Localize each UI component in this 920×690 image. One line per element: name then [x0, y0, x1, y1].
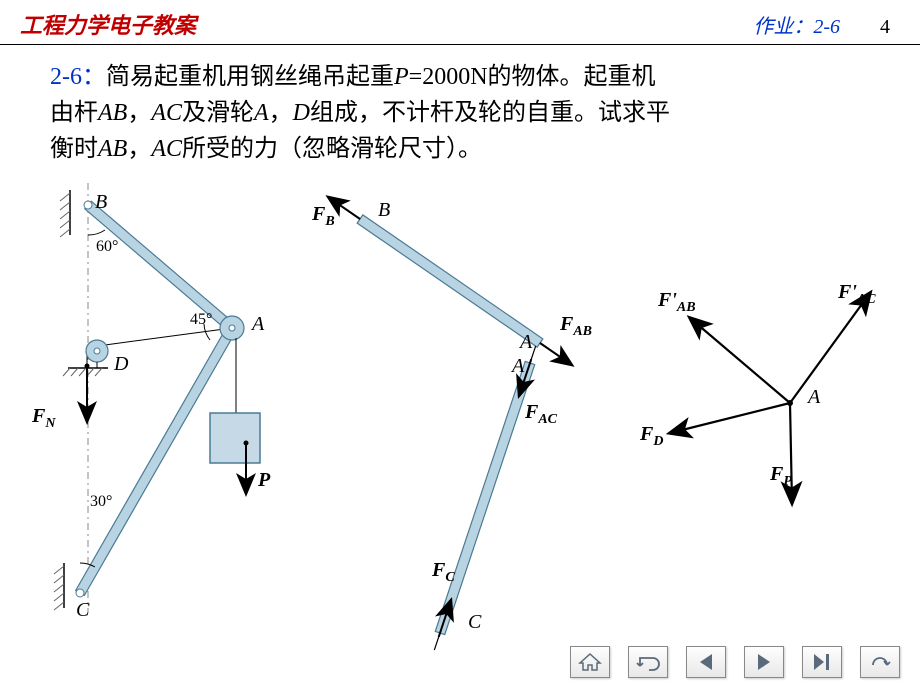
homework-label: 作业：2-6	[753, 10, 840, 39]
text: 组成，不计杆及轮的自重。试求平	[310, 100, 670, 126]
diagram-svg	[0, 173, 920, 673]
prev-icon	[696, 652, 716, 672]
last-icon	[811, 652, 833, 672]
text: 及滑轮	[182, 100, 254, 126]
var-P: P	[394, 64, 409, 90]
label-FN: FN	[32, 405, 55, 432]
text: ，	[127, 100, 151, 126]
var-A: A	[254, 100, 269, 126]
var-AC: AC	[151, 100, 182, 126]
return-icon	[635, 652, 661, 672]
text: 简易起重机用钢丝绳吊起重	[106, 64, 394, 90]
label-D: D	[114, 353, 128, 376]
label-C2: C	[468, 611, 481, 634]
text: ，	[127, 136, 151, 162]
problem-statement: 2-6：简易起重机用钢丝绳吊起重P=2000N的物体。起重机 由杆AB，AC及滑…	[0, 45, 920, 173]
nav-prev-button[interactable]	[686, 646, 726, 678]
label-FC: FC	[432, 559, 455, 586]
course-title: 工程力学电子教案	[20, 8, 196, 40]
nav-return-button[interactable]	[628, 646, 668, 678]
label-FpAC: F'AC	[838, 281, 876, 308]
var-AC2: AC	[151, 136, 182, 162]
home-icon	[578, 652, 602, 672]
text: =2000N的物体。起重机	[409, 64, 656, 90]
nav-next-button[interactable]	[744, 646, 784, 678]
label-FD: FD	[640, 423, 663, 450]
diagram-area: B 60° 45° A D 30° C P FN FB B FAB A A FA…	[0, 173, 920, 673]
var-AB2: AB	[98, 136, 127, 162]
label-A4: A	[808, 386, 820, 409]
label-FP: FP	[770, 463, 792, 490]
label-FAB: FAB	[560, 313, 592, 340]
label-A3: A	[512, 355, 524, 378]
next-icon	[754, 652, 774, 672]
label-A: A	[252, 313, 264, 336]
label-FAC: FAC	[525, 401, 557, 428]
text: 由杆	[50, 100, 98, 126]
text: 衡时	[50, 136, 98, 162]
label-B2: B	[378, 199, 390, 222]
page-number: 4	[880, 16, 890, 39]
var-AB: AB	[98, 100, 127, 126]
label-45deg: 45°	[190, 311, 212, 329]
forward-icon	[869, 651, 891, 673]
label-30deg: 30°	[90, 493, 112, 511]
label-FpAB: F'AB	[658, 289, 696, 316]
nav-last-button[interactable]	[802, 646, 842, 678]
nav-fwd-button[interactable]	[860, 646, 900, 678]
label-FB: FB	[312, 203, 335, 230]
label-P: P	[258, 469, 270, 492]
nav-button-bar	[570, 646, 900, 678]
text: ，	[269, 100, 293, 126]
label-60deg: 60°	[96, 238, 118, 256]
label-C: C	[76, 599, 89, 622]
var-D: D	[293, 100, 310, 126]
nav-home-button[interactable]	[570, 646, 610, 678]
page-header: 工程力学电子教案 作业：2-6 4	[0, 0, 920, 45]
problem-number: 2-6：	[50, 64, 106, 90]
label-B: B	[95, 191, 107, 214]
text: 所受的力（忽略滑轮尺寸）。	[182, 136, 482, 162]
label-A2: A	[520, 331, 532, 354]
